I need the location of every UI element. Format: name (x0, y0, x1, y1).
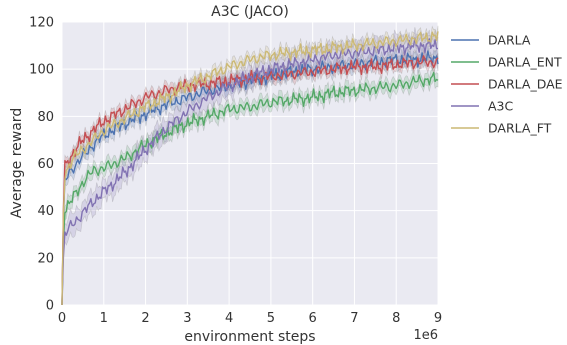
y-tick-label: 40 (37, 204, 54, 219)
legend: DARLA DARLA_ENT DARLA_DAE A3C DARLA_FT (451, 33, 563, 136)
x-tick-label: 7 (350, 311, 358, 326)
x-tick-labels: 0 1 2 3 4 5 6 7 8 9 (58, 311, 442, 326)
y-tick-label: 0 (46, 299, 54, 314)
series-lines (61, 31, 439, 306)
x-axis-label: environment steps (184, 329, 315, 345)
legend-label: DARLA_ENT (488, 55, 562, 70)
y-axis-label: Average reward (9, 108, 25, 218)
x-tick-label: 0 (58, 311, 66, 326)
chart-title: A3C (JACO) (211, 4, 289, 20)
legend-label: DARLA (488, 33, 531, 48)
x-tick-label: 2 (141, 311, 149, 326)
legend-label: DARLA_FT (488, 121, 552, 136)
x-tick-label: 9 (434, 311, 442, 326)
y-tick-label: 80 (37, 110, 54, 125)
series-line (61, 71, 439, 306)
y-tick-label: 20 (37, 251, 54, 266)
legend-label: A3C (488, 99, 514, 114)
series-line (61, 31, 439, 306)
x-axis-multiplier: 1e6 (413, 328, 438, 343)
y-tick-label: 100 (29, 63, 54, 78)
legend-label: DARLA_DAE (488, 77, 563, 92)
series-line (61, 55, 439, 306)
x-tick-label: 5 (267, 311, 275, 326)
x-tick-label: 8 (392, 311, 400, 326)
x-tick-label: 1 (100, 311, 108, 326)
x-tick-label: 6 (309, 311, 317, 326)
y-tick-labels: 0 20 40 60 80 100 120 (29, 16, 54, 314)
y-tick-label: 60 (37, 157, 54, 172)
series-band (61, 45, 439, 306)
x-tick-label: 3 (183, 311, 191, 326)
x-tick-label: 4 (225, 311, 233, 326)
y-tick-label: 120 (29, 16, 54, 31)
grid-lines (61, 21, 439, 306)
